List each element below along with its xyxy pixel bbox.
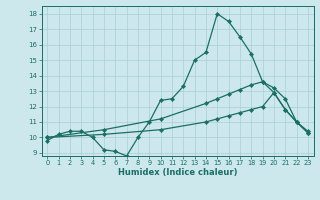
X-axis label: Humidex (Indice chaleur): Humidex (Indice chaleur) bbox=[118, 168, 237, 177]
